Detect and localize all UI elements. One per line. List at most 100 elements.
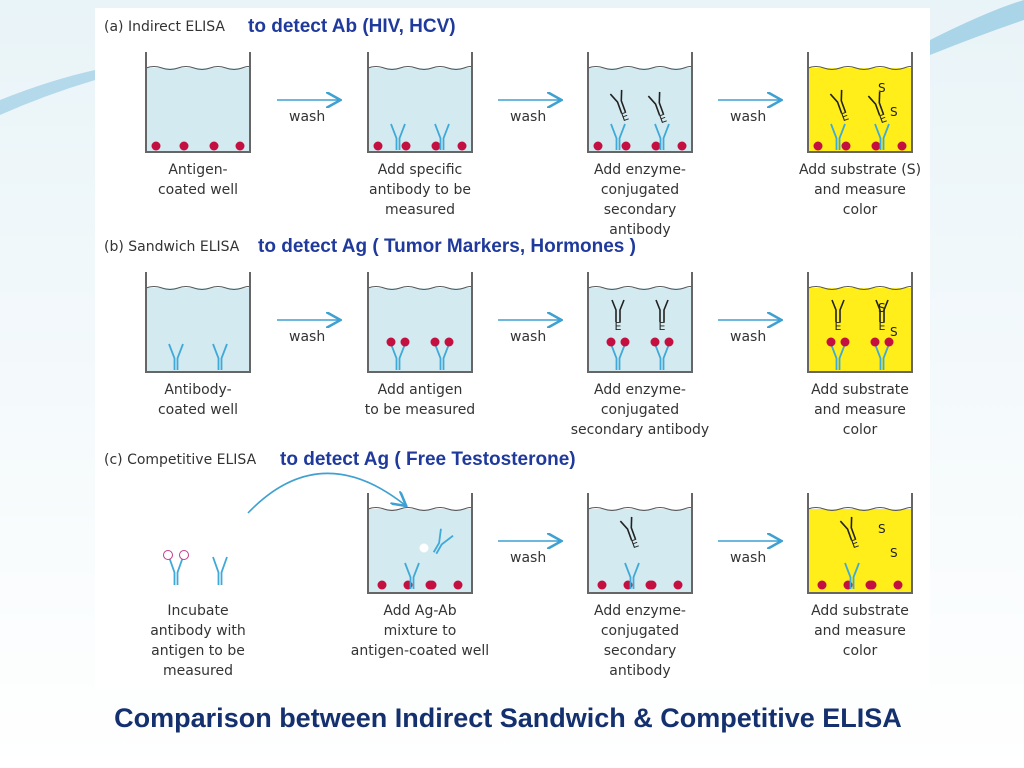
- well-wall: [367, 493, 473, 594]
- well-wall: [367, 52, 473, 153]
- well-liquid: [146, 68, 250, 152]
- antigen: [651, 141, 661, 151]
- antigen: [377, 580, 387, 590]
- antigen: [163, 550, 173, 560]
- step-caption: Add enzyme-: [594, 382, 686, 398]
- step-caption: and measure: [814, 182, 906, 198]
- liquid-surface: [807, 507, 913, 511]
- enzyme-label: E: [850, 537, 861, 552]
- step-caption: Add specific: [378, 162, 462, 178]
- swoosh: [0, 70, 95, 115]
- antibody-shape: [610, 343, 626, 370]
- well-liquid: [588, 509, 692, 593]
- antibody-shape: [390, 123, 406, 150]
- antigen: [871, 141, 881, 151]
- antibody-shape: [830, 123, 846, 150]
- enzyme-label: E: [878, 112, 889, 127]
- antigen: [621, 141, 631, 151]
- panel-label: (c) Competitive ELISA: [104, 452, 257, 468]
- antigen: [817, 580, 827, 590]
- step-caption: color: [843, 422, 878, 438]
- well-liquid: [588, 288, 692, 372]
- antibody-shape: [610, 123, 626, 150]
- antigen: [597, 580, 607, 590]
- antigen: [826, 337, 836, 347]
- substrate-label: S: [878, 301, 886, 315]
- liquid-surface: [367, 66, 473, 70]
- antibody-shape: [647, 91, 665, 116]
- antigen: [430, 337, 440, 347]
- liquid-surface: [145, 66, 251, 70]
- antibody-shape: [830, 343, 846, 370]
- enzyme-label: E: [630, 537, 641, 552]
- substrate-label: S: [878, 81, 886, 95]
- antigen: [457, 141, 467, 151]
- antibody: [404, 562, 420, 589]
- well-wall: [807, 493, 913, 594]
- step-caption: conjugated: [601, 182, 679, 198]
- antibody-shape: [432, 528, 454, 555]
- antibody-shape: [168, 556, 184, 585]
- step-caption: antibody: [609, 222, 670, 238]
- antigen: [884, 337, 894, 347]
- antigen: [425, 580, 435, 590]
- antibody-shape: [434, 343, 450, 370]
- antibody-shape: [844, 562, 860, 589]
- step-caption: antibody to be: [369, 182, 471, 198]
- antigen: [431, 141, 441, 151]
- secondary-antibody: E: [619, 516, 641, 552]
- step-caption: and measure: [814, 402, 906, 418]
- wash-label: wash: [510, 109, 546, 125]
- secondary-antibody: E: [867, 91, 889, 127]
- elisa-figure: (a) Indirect ELISA to detect Ab (HIV, HCV…: [104, 16, 921, 679]
- wash-label: wash: [730, 109, 766, 125]
- step-caption: antibody: [609, 663, 670, 679]
- secondary-antibody: E: [611, 299, 625, 333]
- antibody-shape: [654, 343, 670, 370]
- panel-note: to detect Ag ( Free Testosterone): [280, 449, 576, 470]
- slide-title: Comparison between Indirect Sandwich & C…: [114, 703, 902, 733]
- antigen: [897, 141, 907, 151]
- wash-label: wash: [289, 329, 325, 345]
- step-caption: secondary antibody: [571, 422, 709, 438]
- swoosh: [930, 0, 1024, 55]
- well-liquid: [368, 68, 472, 152]
- step-caption: color: [843, 202, 878, 218]
- liquid-surface: [367, 507, 473, 511]
- well-liquid: [368, 288, 472, 372]
- antibody: [168, 343, 184, 370]
- step-caption: Add antigen: [378, 382, 463, 398]
- antibody-shape: [874, 123, 890, 150]
- antigen: [151, 141, 161, 151]
- well-liquid: [808, 509, 912, 593]
- antibody: [432, 528, 454, 555]
- secondary-antibody: E: [829, 89, 851, 124]
- antigen: [400, 337, 410, 347]
- antigen: [813, 141, 823, 151]
- step-caption: conjugated: [601, 402, 679, 418]
- antigen: [673, 580, 683, 590]
- antigen: [209, 141, 219, 151]
- antibody-shape: [434, 123, 450, 150]
- antibody-shape: [874, 343, 890, 370]
- step-caption: antibody with: [150, 623, 246, 639]
- antigen: [373, 141, 383, 151]
- well-wall: [587, 272, 693, 373]
- well-wall: [367, 272, 473, 373]
- step-caption: and measure: [814, 623, 906, 639]
- antibody-shape: [404, 562, 420, 589]
- antigen: [677, 141, 687, 151]
- substrate-label: S: [890, 105, 898, 119]
- wash-label: wash: [730, 329, 766, 345]
- antigen: [179, 550, 189, 560]
- antibody: [830, 343, 846, 370]
- step-caption: coated well: [158, 182, 238, 198]
- antigen: [386, 337, 396, 347]
- step-caption: antigen-coated well: [351, 643, 489, 659]
- well-liquid: [146, 288, 250, 372]
- panel-label: (a) Indirect ELISA: [104, 19, 225, 35]
- antibody: [654, 123, 670, 150]
- well-wall: [587, 493, 693, 594]
- antigen: [453, 580, 463, 590]
